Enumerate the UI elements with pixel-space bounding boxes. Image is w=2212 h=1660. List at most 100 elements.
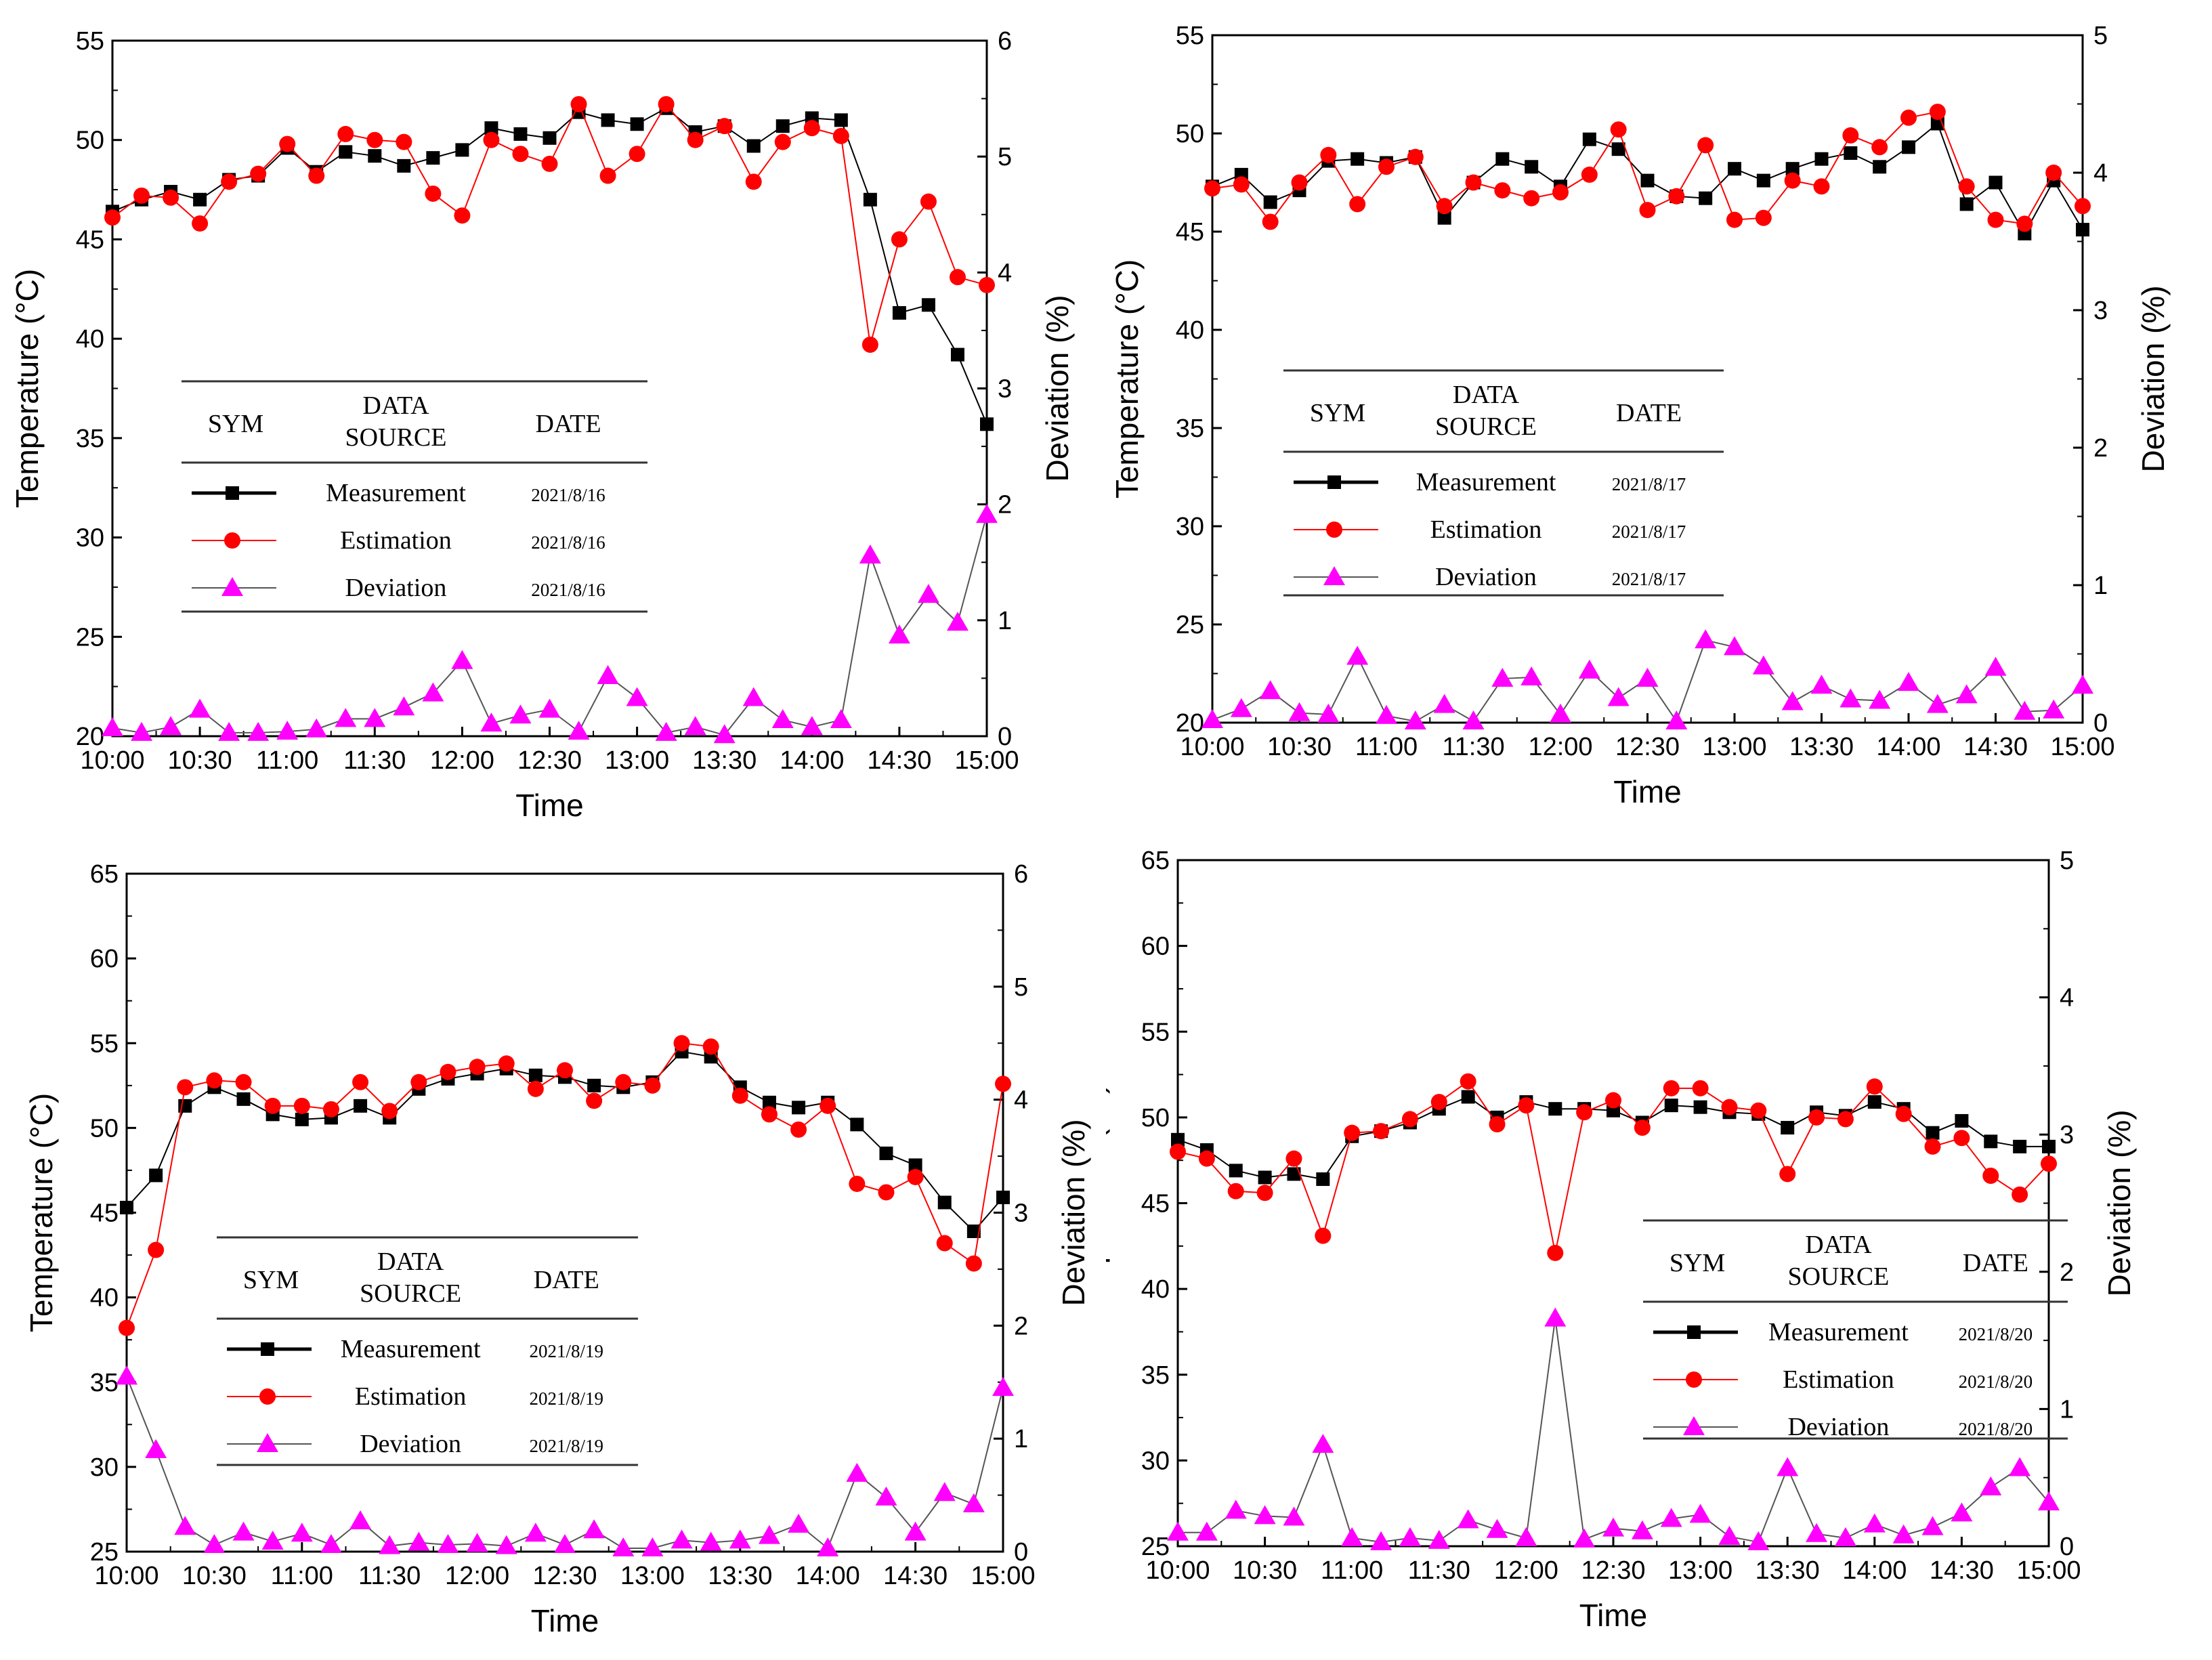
legend-date-estimation: 2021/8/20 [1959,1371,2033,1392]
point-deviation [1980,1476,2002,1495]
point-estimation [1465,174,1482,191]
point-deviation [626,687,648,706]
y2-tick-label: 0 [2093,709,2108,738]
legend-header-data: DATA [1453,381,1520,409]
series-deviation [1201,629,2093,729]
x-tick-label: 10:00 [94,1562,158,1590]
series-line-measurement [112,107,987,425]
plot-frame [1176,859,2050,1548]
point-measurement [996,1190,1010,1204]
x-axis-title: Time [1613,774,1682,809]
point-deviation [451,650,473,669]
point-estimation [1320,146,1337,163]
point-estimation [293,1097,310,1114]
y2-axis-title: Deviation (%) [2102,1109,2137,1296]
legend-label-estimation: Estimation [355,1382,467,1411]
point-deviation [1404,710,1426,729]
point-estimation [308,167,325,184]
point-estimation [1929,104,1946,121]
x-tick-label: 11:30 [343,746,406,775]
point-estimation [1784,172,1801,189]
point-deviation [1346,645,1369,665]
point-deviation [2038,1491,2060,1511]
point-deviation [349,1510,372,1529]
point-deviation [1777,1457,1799,1476]
y-tick-label: 55 [1176,22,1204,50]
point-deviation [305,718,328,738]
point-estimation [1605,1092,1621,1109]
x-axis-title: Time [531,1603,599,1638]
y2-tick-label: 1 [2060,1395,2074,1424]
x-tick-label: 12:30 [1581,1556,1645,1585]
point-estimation [1430,1094,1447,1111]
legend-date-measurement: 2021/8/16 [531,485,605,505]
legend-header-data: DATA [1805,1231,1872,1259]
point-estimation [2012,1186,2028,1203]
y-tick-label: 25 [90,1538,119,1567]
point-estimation [673,1035,690,1052]
point-estimation [1697,137,1714,154]
y2-tick-label: 4 [998,259,1012,287]
point-estimation [498,1055,515,1072]
legend-header-sym: SYM [208,410,263,438]
point-estimation [250,165,267,182]
point-estimation [512,146,529,163]
y2-tick-label: 0 [1014,1538,1028,1567]
point-estimation [745,173,762,190]
y-tick-label: 50 [1141,1104,1170,1132]
point-estimation [1262,213,1279,230]
point-estimation [177,1079,194,1096]
point-deviation [422,682,444,702]
point-deviation [2014,700,2036,720]
point-deviation [1376,704,1397,724]
point-estimation [832,127,849,144]
x-tick-label: 14:30 [1963,733,2028,761]
point-deviation [1370,1531,1392,1550]
y-tick-label: 40 [76,325,104,354]
series-estimation [119,1035,1011,1336]
point-measurement [1287,1167,1301,1181]
point-estimation [1958,178,1975,195]
plot-frame [1211,34,2084,724]
point-estimation [527,1080,544,1097]
x-tick-label: 14:30 [867,746,931,775]
y2-tick-label: 4 [2060,984,2074,1013]
point-estimation [1204,180,1220,197]
legend-header-source: SOURCE [360,1279,461,1308]
x-tick-label: 13:00 [620,1562,685,1590]
point-measurement [908,1158,922,1172]
point-measurement [1664,1099,1678,1113]
legend-header-source: SOURCE [1435,412,1537,441]
point-measurement [368,149,382,163]
legend-date-deviation: 2021/8/19 [530,1436,604,1456]
y-tick-label: 55 [90,1029,119,1058]
y-tick-label: 60 [1141,933,1170,961]
point-estimation [425,185,442,202]
point-deviation [291,1523,313,1542]
point-estimation [1813,178,1830,195]
legend-date-estimation: 2021/8/19 [530,1388,604,1409]
y2-tick-label: 2 [2060,1258,2074,1287]
point-deviation [976,504,998,524]
series-deviation [116,1365,1014,1556]
point-measurement [1926,1126,1940,1140]
point-deviation [1863,1513,1886,1533]
legend-header-date: DATE [1963,1249,2028,1277]
point-deviation [1834,1527,1856,1546]
legend-marker-deviation [257,1433,278,1452]
point-estimation [1668,188,1685,205]
y-axis-title: Temperature (°C) [1106,1084,1110,1323]
point-measurement [1263,195,1277,209]
point-deviation [933,1482,956,1502]
point-deviation [1167,1521,1189,1541]
y-tick-label: 45 [90,1199,119,1228]
point-deviation [131,721,153,741]
legend-header-date: DATE [534,1266,599,1294]
y2-tick-label: 1 [2093,572,2108,600]
point-estimation [862,336,878,353]
legend-header-data: DATA [377,1248,444,1276]
point-estimation [104,209,121,226]
